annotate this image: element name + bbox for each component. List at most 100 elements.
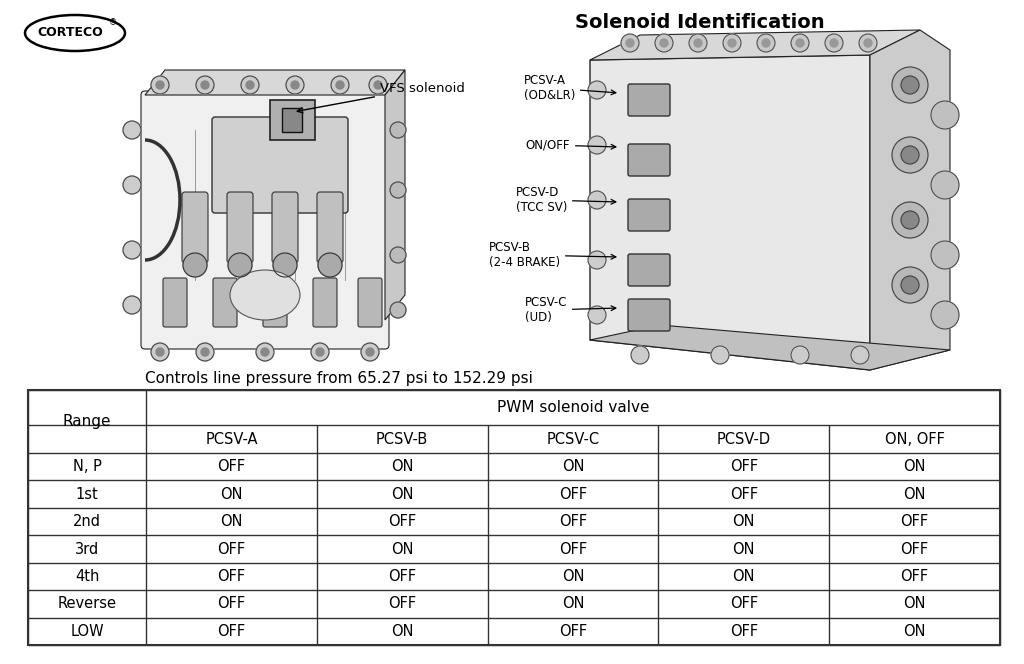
Circle shape: [311, 343, 329, 361]
Text: ON: ON: [562, 459, 585, 474]
Text: OFF: OFF: [388, 514, 417, 529]
Circle shape: [626, 39, 634, 47]
Text: LOW: LOW: [71, 623, 103, 639]
Circle shape: [588, 306, 606, 324]
Text: OFF: OFF: [217, 623, 246, 639]
Circle shape: [694, 39, 702, 47]
Circle shape: [183, 253, 207, 277]
Ellipse shape: [25, 15, 125, 51]
Text: OFF: OFF: [900, 542, 929, 556]
Text: Solenoid Identification: Solenoid Identification: [575, 13, 824, 31]
FancyBboxPatch shape: [272, 192, 298, 263]
Polygon shape: [590, 55, 870, 370]
Text: OFF: OFF: [217, 569, 246, 584]
Circle shape: [318, 253, 342, 277]
Text: ON: ON: [732, 569, 755, 584]
Circle shape: [660, 39, 668, 47]
Text: ON: ON: [220, 514, 243, 529]
Text: PWM solenoid valve: PWM solenoid valve: [497, 400, 649, 415]
Text: ON: ON: [903, 459, 926, 474]
Circle shape: [256, 343, 274, 361]
Circle shape: [723, 34, 741, 52]
Circle shape: [261, 348, 269, 356]
Circle shape: [228, 253, 252, 277]
Text: OFF: OFF: [559, 514, 587, 529]
Circle shape: [369, 76, 387, 94]
Text: OFF: OFF: [217, 459, 246, 474]
Circle shape: [892, 67, 928, 103]
Text: OFF: OFF: [217, 596, 246, 612]
FancyBboxPatch shape: [263, 278, 287, 327]
Circle shape: [864, 39, 872, 47]
Text: 1st: 1st: [76, 487, 98, 501]
FancyBboxPatch shape: [317, 192, 343, 263]
Circle shape: [655, 34, 673, 52]
Circle shape: [851, 346, 869, 364]
Text: ON: ON: [391, 459, 414, 474]
Bar: [28, 390, 1000, 645]
Circle shape: [156, 81, 164, 89]
FancyBboxPatch shape: [628, 144, 670, 176]
Text: OFF: OFF: [217, 542, 246, 556]
Text: PCSV-D
(TCC SV): PCSV-D (TCC SV): [516, 186, 615, 214]
Text: ON: ON: [732, 542, 755, 556]
Circle shape: [859, 34, 877, 52]
FancyBboxPatch shape: [628, 84, 670, 116]
FancyBboxPatch shape: [628, 199, 670, 231]
Polygon shape: [870, 30, 950, 370]
Circle shape: [931, 171, 959, 199]
Circle shape: [316, 348, 324, 356]
Circle shape: [621, 34, 639, 52]
Text: ON: ON: [391, 623, 414, 639]
Circle shape: [796, 39, 804, 47]
Ellipse shape: [230, 270, 300, 320]
Circle shape: [196, 76, 214, 94]
Circle shape: [151, 343, 169, 361]
Circle shape: [241, 76, 259, 94]
Circle shape: [286, 76, 304, 94]
Circle shape: [757, 34, 775, 52]
Circle shape: [901, 76, 919, 94]
Circle shape: [588, 191, 606, 209]
FancyBboxPatch shape: [163, 278, 187, 327]
Circle shape: [390, 302, 406, 318]
Circle shape: [892, 137, 928, 173]
Text: ON, OFF: ON, OFF: [885, 432, 944, 446]
Circle shape: [336, 81, 344, 89]
Polygon shape: [145, 70, 406, 95]
Circle shape: [892, 202, 928, 238]
FancyBboxPatch shape: [212, 117, 348, 213]
Text: ON: ON: [220, 487, 243, 501]
Circle shape: [892, 267, 928, 303]
Circle shape: [331, 76, 349, 94]
Text: OFF: OFF: [559, 542, 587, 556]
Text: PCSV-A
(OD&LR): PCSV-A (OD&LR): [523, 74, 615, 102]
Circle shape: [123, 176, 141, 194]
FancyBboxPatch shape: [227, 192, 253, 263]
Circle shape: [151, 76, 169, 94]
Text: ON: ON: [903, 623, 926, 639]
Circle shape: [689, 34, 707, 52]
Text: PCSV-D: PCSV-D: [717, 432, 771, 446]
Circle shape: [901, 276, 919, 294]
Circle shape: [728, 39, 736, 47]
Circle shape: [196, 343, 214, 361]
Circle shape: [901, 146, 919, 164]
Circle shape: [374, 81, 382, 89]
Circle shape: [588, 136, 606, 154]
Text: 4th: 4th: [75, 569, 99, 584]
Circle shape: [390, 182, 406, 198]
Text: OFF: OFF: [900, 514, 929, 529]
FancyBboxPatch shape: [628, 254, 670, 286]
Circle shape: [931, 301, 959, 329]
Circle shape: [361, 343, 379, 361]
Circle shape: [588, 251, 606, 269]
Text: PCSV-C: PCSV-C: [547, 432, 600, 446]
Circle shape: [123, 241, 141, 259]
Circle shape: [791, 34, 809, 52]
Text: ON: ON: [391, 542, 414, 556]
Text: PCSV-B: PCSV-B: [376, 432, 428, 446]
Circle shape: [123, 121, 141, 139]
Circle shape: [123, 296, 141, 314]
Text: Controls line pressure from 65.27 psi to 152.29 psi: Controls line pressure from 65.27 psi to…: [145, 371, 532, 386]
